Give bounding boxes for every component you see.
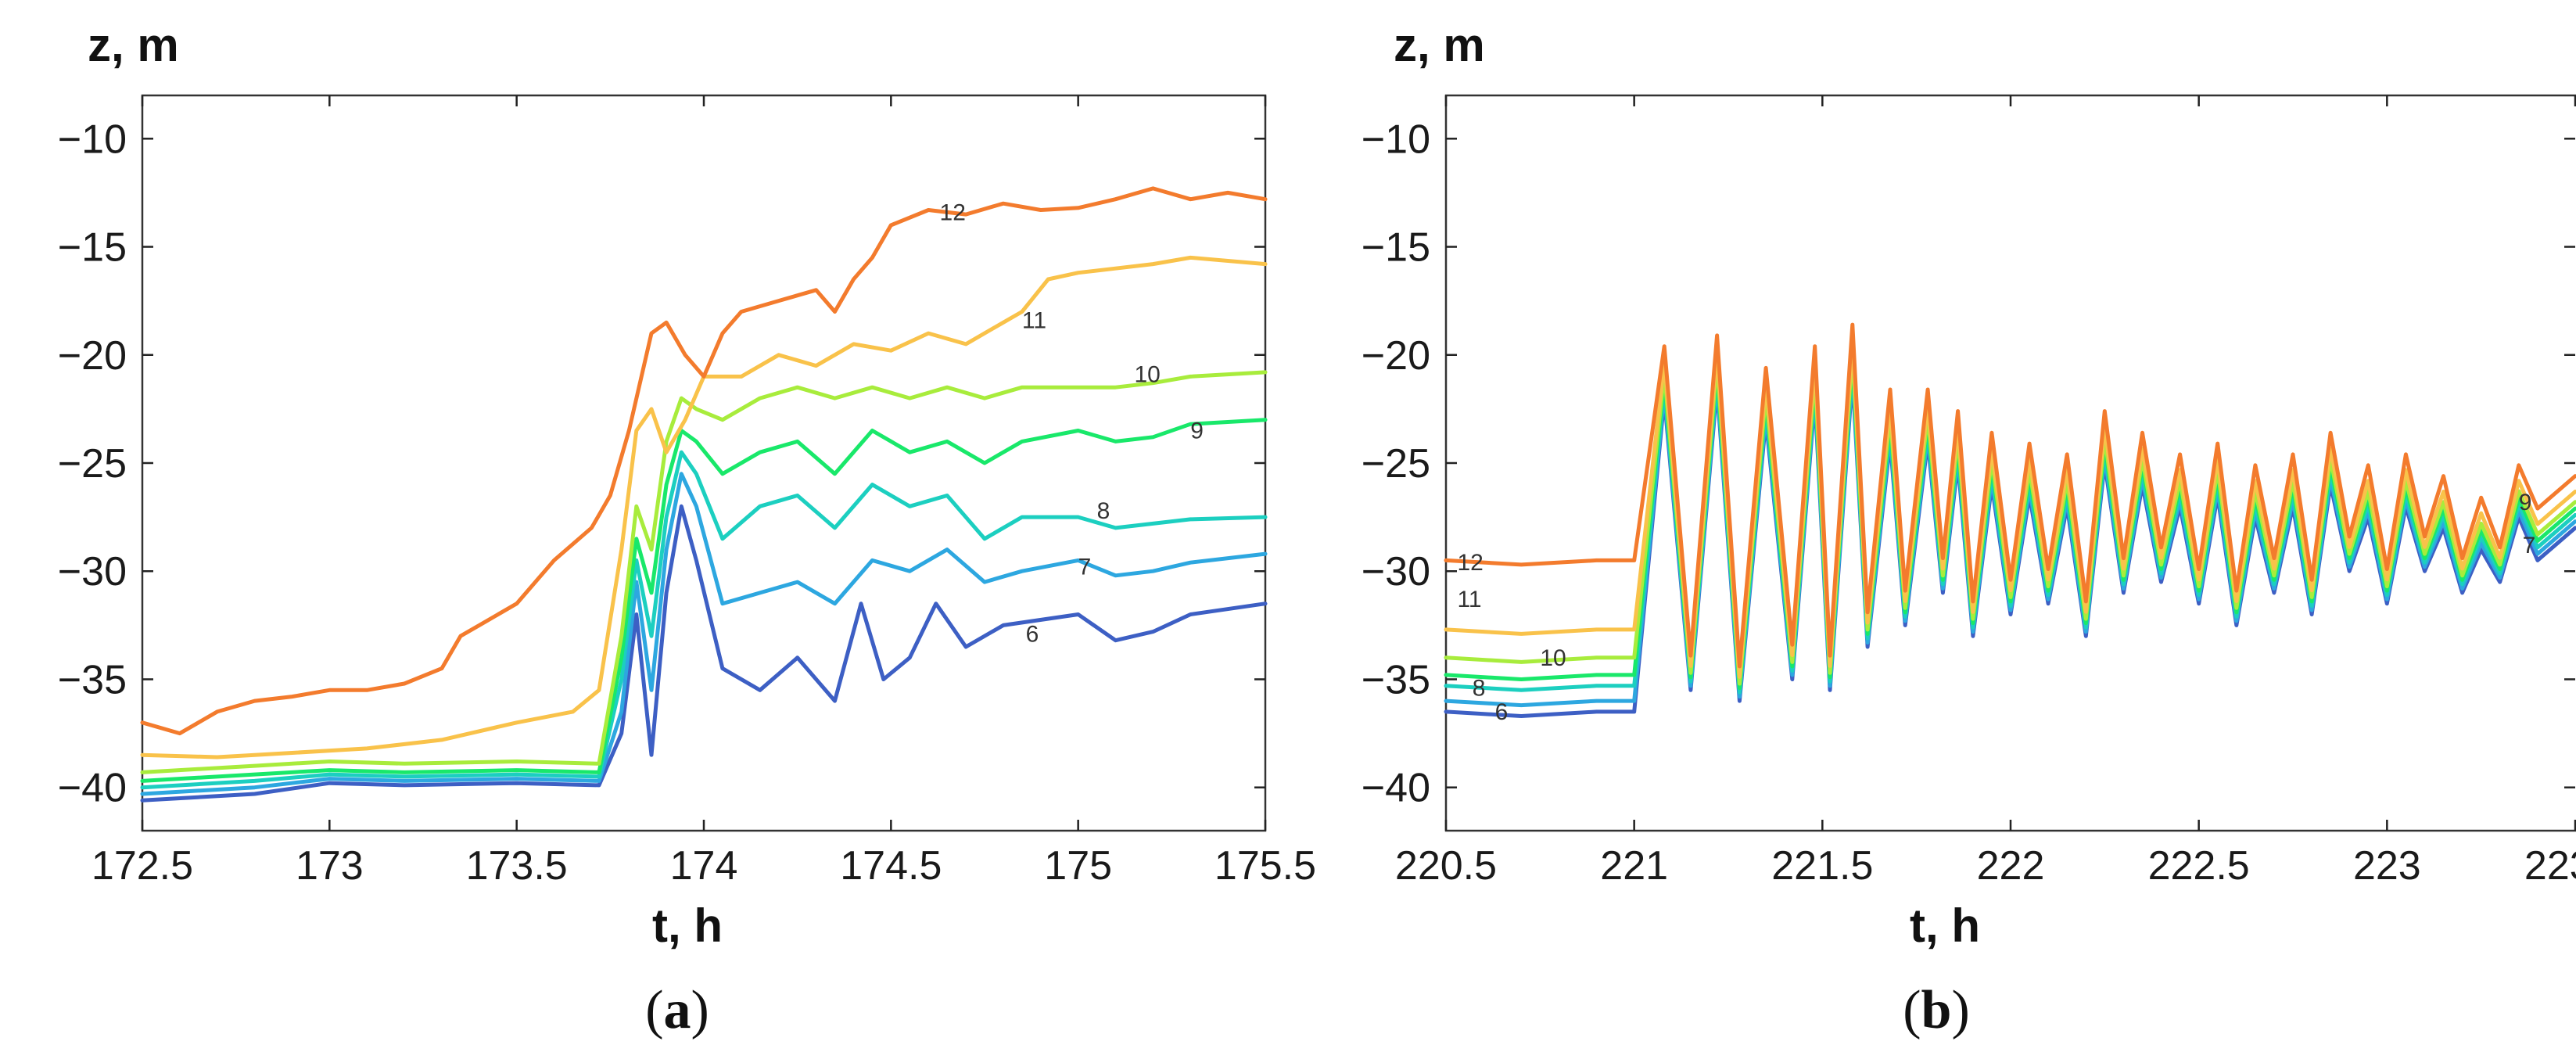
series-group-a	[140, 186, 1268, 803]
x-tick-label: 174	[670, 843, 738, 889]
x-axis-title-a: t, h	[652, 900, 723, 952]
x-tick-label: 222.5	[2148, 843, 2250, 889]
y-tick-label: −35	[58, 657, 127, 702]
panel-label-a-letter: a	[664, 980, 691, 1040]
series-line-7	[140, 472, 1268, 796]
x-tick-label: 174.5	[840, 843, 942, 889]
series-group-b	[1444, 322, 2576, 718]
y-tick-label: −30	[1362, 549, 1430, 594]
series-line-11	[140, 255, 1268, 760]
y-tick-label: −10	[58, 117, 127, 162]
series-line-10	[140, 370, 1268, 774]
panel-label-b: (b)	[1903, 980, 1970, 1040]
panel-a: z, m −10 −15 −20 −25 −30 −35 −40 172.5 173 173.5…	[58, 19, 1316, 1040]
y-axis-title-b: z, m	[1394, 19, 1485, 71]
panel-label-a-close: )	[691, 980, 709, 1040]
series-line-9	[1444, 355, 2576, 690]
curve-label-9: 9	[2519, 490, 2532, 515]
panel-label-b-close: )	[1951, 980, 1969, 1040]
series-line-6	[140, 504, 1268, 803]
y-tick-label: −35	[1362, 657, 1430, 702]
curve-label-9: 9	[1190, 418, 1204, 444]
curve-labels-b: 12 11 10 86 9 7	[1457, 490, 2535, 725]
y-tick-label: −25	[1362, 441, 1430, 487]
curve-labels-a: 6 7 8 9 10 11 12	[940, 199, 1204, 647]
series-line-9	[140, 418, 1268, 783]
series-line-8	[140, 450, 1268, 790]
y-axis-title-a: z, m	[88, 19, 179, 71]
panel-label-a: (a)	[645, 980, 709, 1040]
curve-label-6: 6	[1026, 621, 1039, 647]
curve-label-6: 6	[1495, 699, 1509, 725]
curve-label-11: 11	[1457, 587, 1481, 612]
curve-label-7: 7	[2523, 533, 2536, 558]
panel-label-b-letter: b	[1921, 980, 1952, 1040]
series-line-6	[1444, 374, 2576, 718]
x-tick-label: 223	[2353, 843, 2421, 889]
y-tick-label: −40	[58, 766, 127, 811]
series-line-12	[140, 186, 1268, 736]
x-tick-label: 172.5	[91, 843, 193, 889]
x-ticks-a: 172.5 173 173.5 174 174.5 175 175.5	[91, 95, 1316, 889]
y-tick-label: −10	[1362, 117, 1430, 162]
y-ticks-b: −10 −15 −20 −25 −30 −35 −40	[1362, 117, 2575, 811]
curve-label-12: 12	[940, 199, 966, 225]
plot-frame-a	[141, 94, 1267, 832]
x-tick-label: 175	[1044, 843, 1112, 889]
y-tick-label: −40	[1362, 766, 1430, 811]
curve-label-8: 8	[1473, 676, 1486, 702]
panel-b: z, m −10 −15 −20 −25 −30 −35 −40 220.5 221 221.5…	[1362, 19, 2576, 1040]
y-tick-label: −20	[1362, 333, 1430, 379]
curve-label-12: 12	[1457, 550, 1483, 576]
x-tick-label: 221.5	[1771, 843, 1873, 889]
panel-label-b-open: (	[1903, 980, 1921, 1040]
y-tick-label: −30	[58, 549, 127, 594]
x-tick-label: 173.5	[466, 843, 568, 889]
x-tick-label: 222	[1977, 843, 2045, 889]
x-ticks-b: 220.5 221 221.5 222 222.5 223 223.5	[1395, 95, 2576, 889]
y-tick-label: −15	[1362, 225, 1430, 271]
series-line-12	[1444, 322, 2576, 669]
series-line-10	[1444, 348, 2576, 686]
x-tick-label: 223.5	[2524, 843, 2576, 889]
y-tick-label: −15	[58, 225, 127, 271]
y-tick-label: −20	[58, 333, 127, 379]
x-tick-label: 175.5	[1214, 843, 1316, 889]
curve-label-10: 10	[1134, 362, 1160, 388]
curve-label-11: 11	[1022, 308, 1046, 334]
series-line-8	[1444, 361, 2576, 695]
y-ticks-a: −10 −15 −20 −25 −30 −35 −40	[58, 117, 1265, 811]
panel-label-a-open: (	[645, 980, 663, 1040]
curve-label-10: 10	[1540, 645, 1566, 671]
series-line-7	[1444, 368, 2576, 708]
x-tick-label: 173	[296, 843, 364, 889]
x-tick-label: 220.5	[1395, 843, 1497, 889]
curve-label-7: 7	[1078, 555, 1092, 580]
x-axis-title-b: t, h	[1910, 900, 1980, 952]
curve-label-8: 8	[1097, 498, 1110, 524]
y-tick-label: −25	[58, 441, 127, 487]
x-tick-label: 221	[1600, 843, 1668, 889]
